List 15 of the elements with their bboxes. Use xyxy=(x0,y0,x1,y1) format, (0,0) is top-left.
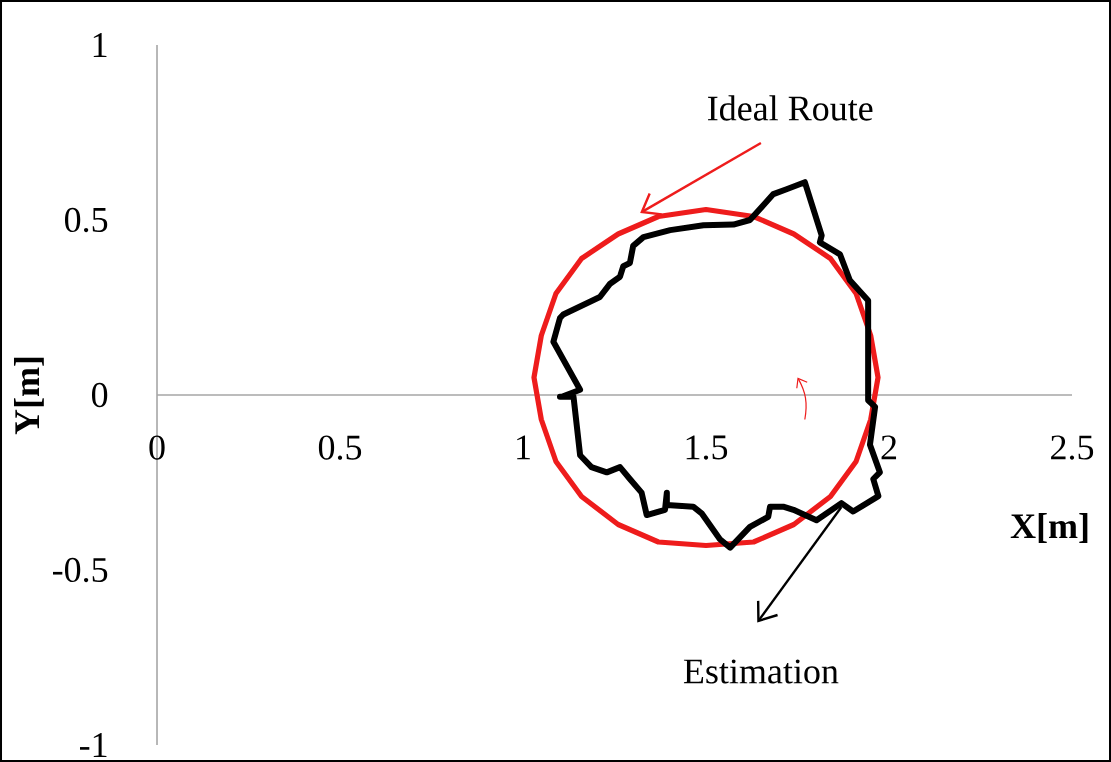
x-tick-label: 0 xyxy=(149,435,165,460)
y-axis-title: Y[m] xyxy=(13,357,44,435)
x-tick-label: 1.5 xyxy=(686,435,728,460)
y-tick-label: 0.5 xyxy=(64,207,108,233)
x-tick-label: 1 xyxy=(517,435,530,460)
annotation: Estimation xyxy=(683,659,839,684)
annotation: Ideal Route xyxy=(708,95,873,121)
y-tick-label: -0.5 xyxy=(52,557,108,583)
x-tick-label: 0.5 xyxy=(318,435,362,460)
x-tick-label: 2.5 xyxy=(1051,435,1094,460)
y-tick-label: 0 xyxy=(91,382,108,408)
y-tick-label: 1 xyxy=(93,33,107,57)
x-tick-label: 2 xyxy=(881,435,897,460)
y-tick-label: -1 xyxy=(79,733,107,757)
x-axis-title: X[m] xyxy=(1010,513,1088,543)
